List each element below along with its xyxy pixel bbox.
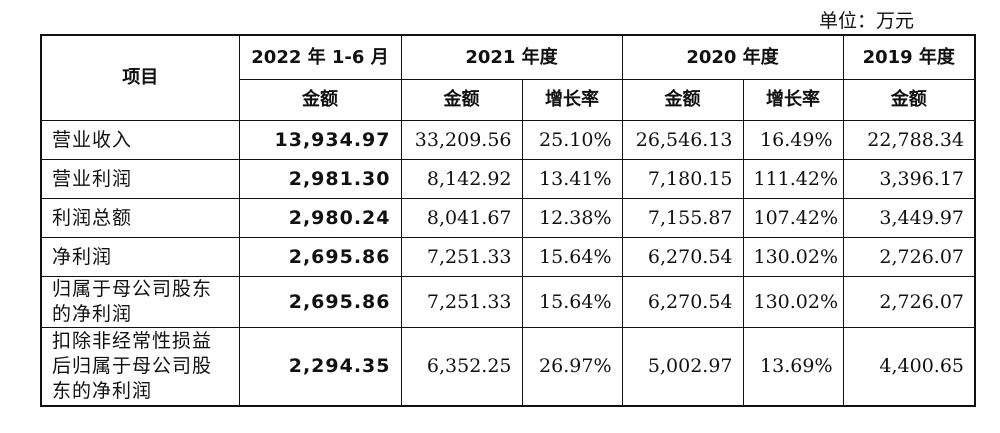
cell-2019-amount: 3,396.17	[842, 159, 976, 199]
cell-2022h1-amount: 2,981.30	[238, 159, 402, 199]
cell-2021-growth: 13.41%	[521, 159, 623, 199]
row-label: 扣除非经常性损益后归属于母公司股东的净利润	[40, 327, 240, 407]
header-period-2022h1: 2022 年 1-6 月	[238, 34, 402, 80]
row-label: 利润总额	[40, 198, 240, 238]
header-amount-2020: 金额	[621, 79, 744, 121]
header-item: 项目	[40, 34, 240, 121]
unit-label: 单位：万元	[818, 10, 914, 32]
cell-2020-growth: 130.02%	[742, 237, 844, 277]
cell-2020-growth: 130.02%	[742, 276, 844, 328]
table-row: 利润总额 2,980.24 8,041.67 12.38% 7,155.87 1…	[40, 198, 976, 238]
cell-2021-amount: 6,352.25	[400, 327, 523, 407]
table-row: 净利润 2,695.86 7,251.33 15.64% 6,270.54 13…	[40, 237, 976, 277]
header-row-subcols: 金额 金额 增长率 金额 增长率 金额	[41, 79, 976, 121]
cell-2020-growth: 111.42%	[742, 159, 844, 199]
header-amount-2022h1: 金额	[238, 79, 402, 121]
cell-2021-amount: 7,251.33	[400, 237, 523, 277]
header-growth-2020: 增长率	[742, 79, 844, 121]
cell-2022h1-amount: 2,980.24	[238, 198, 402, 238]
header-growth-2021: 增长率	[521, 79, 623, 121]
cell-2021-growth: 25.10%	[521, 120, 623, 160]
row-label: 净利润	[40, 237, 240, 277]
table-row: 营业利润 2,981.30 8,142.92 13.41% 7,180.15 1…	[40, 159, 976, 199]
cell-2022h1-amount: 2,695.86	[238, 276, 402, 328]
cell-2019-amount: 22,788.34	[842, 120, 976, 160]
header-row-periods: 项目 2022 年 1-6 月 2021 年度 2020 年度 2019 年度	[40, 34, 976, 121]
cell-2019-amount: 2,726.07	[842, 276, 976, 328]
cell-2021-growth: 15.64%	[521, 276, 623, 328]
header-period-2019: 2019 年度	[842, 34, 976, 80]
row-label: 归属于母公司股东的净利润	[40, 276, 240, 328]
cell-2020-amount: 6,270.54	[621, 237, 744, 277]
cell-2020-amount: 6,270.54	[621, 276, 744, 328]
cell-2020-amount: 26,546.13	[621, 120, 744, 160]
cell-2020-growth: 16.49%	[742, 120, 844, 160]
cell-2020-growth: 107.42%	[742, 198, 844, 238]
cell-2021-amount: 7,251.33	[400, 276, 523, 328]
header-amount-2019: 金额	[842, 79, 976, 121]
financial-summary-table: 项目 2022 年 1-6 月 2021 年度 2020 年度 2019 年度 …	[40, 34, 976, 407]
cell-2020-amount: 7,180.15	[621, 159, 744, 199]
cell-2021-amount: 8,041.67	[400, 198, 523, 238]
cell-2019-amount: 3,449.97	[842, 198, 976, 238]
cell-2021-amount: 33,209.56	[400, 120, 523, 160]
cell-2021-growth: 15.64%	[521, 237, 623, 277]
cell-2020-amount: 7,155.87	[621, 198, 744, 238]
cell-2019-amount: 2,726.07	[842, 237, 976, 277]
cell-2022h1-amount: 2,695.86	[238, 237, 402, 277]
cell-2019-amount: 4,400.65	[842, 327, 976, 407]
header-period-2021: 2021 年度	[400, 34, 623, 80]
row-label: 营业收入	[40, 120, 240, 160]
row-label: 营业利润	[40, 159, 240, 199]
cell-2022h1-amount: 2,294.35	[238, 327, 402, 407]
header-amount-2021: 金额	[400, 79, 523, 121]
header-period-2020: 2020 年度	[621, 34, 844, 80]
table-row: 营业收入 13,934.97 33,209.56 25.10% 26,546.1…	[40, 120, 976, 160]
table-row: 归属于母公司股东的净利润 2,695.86 7,251.33 15.64% 6,…	[40, 276, 976, 328]
table-row: 扣除非经常性损益后归属于母公司股东的净利润 2,294.35 6,352.25 …	[40, 327, 976, 407]
cell-2020-amount: 5,002.97	[621, 327, 744, 407]
cell-2022h1-amount: 13,934.97	[238, 120, 402, 160]
cell-2020-growth: 13.69%	[742, 327, 844, 407]
cell-2021-growth: 12.38%	[521, 198, 623, 238]
cell-2021-amount: 8,142.92	[400, 159, 523, 199]
cell-2021-growth: 26.97%	[521, 327, 623, 407]
